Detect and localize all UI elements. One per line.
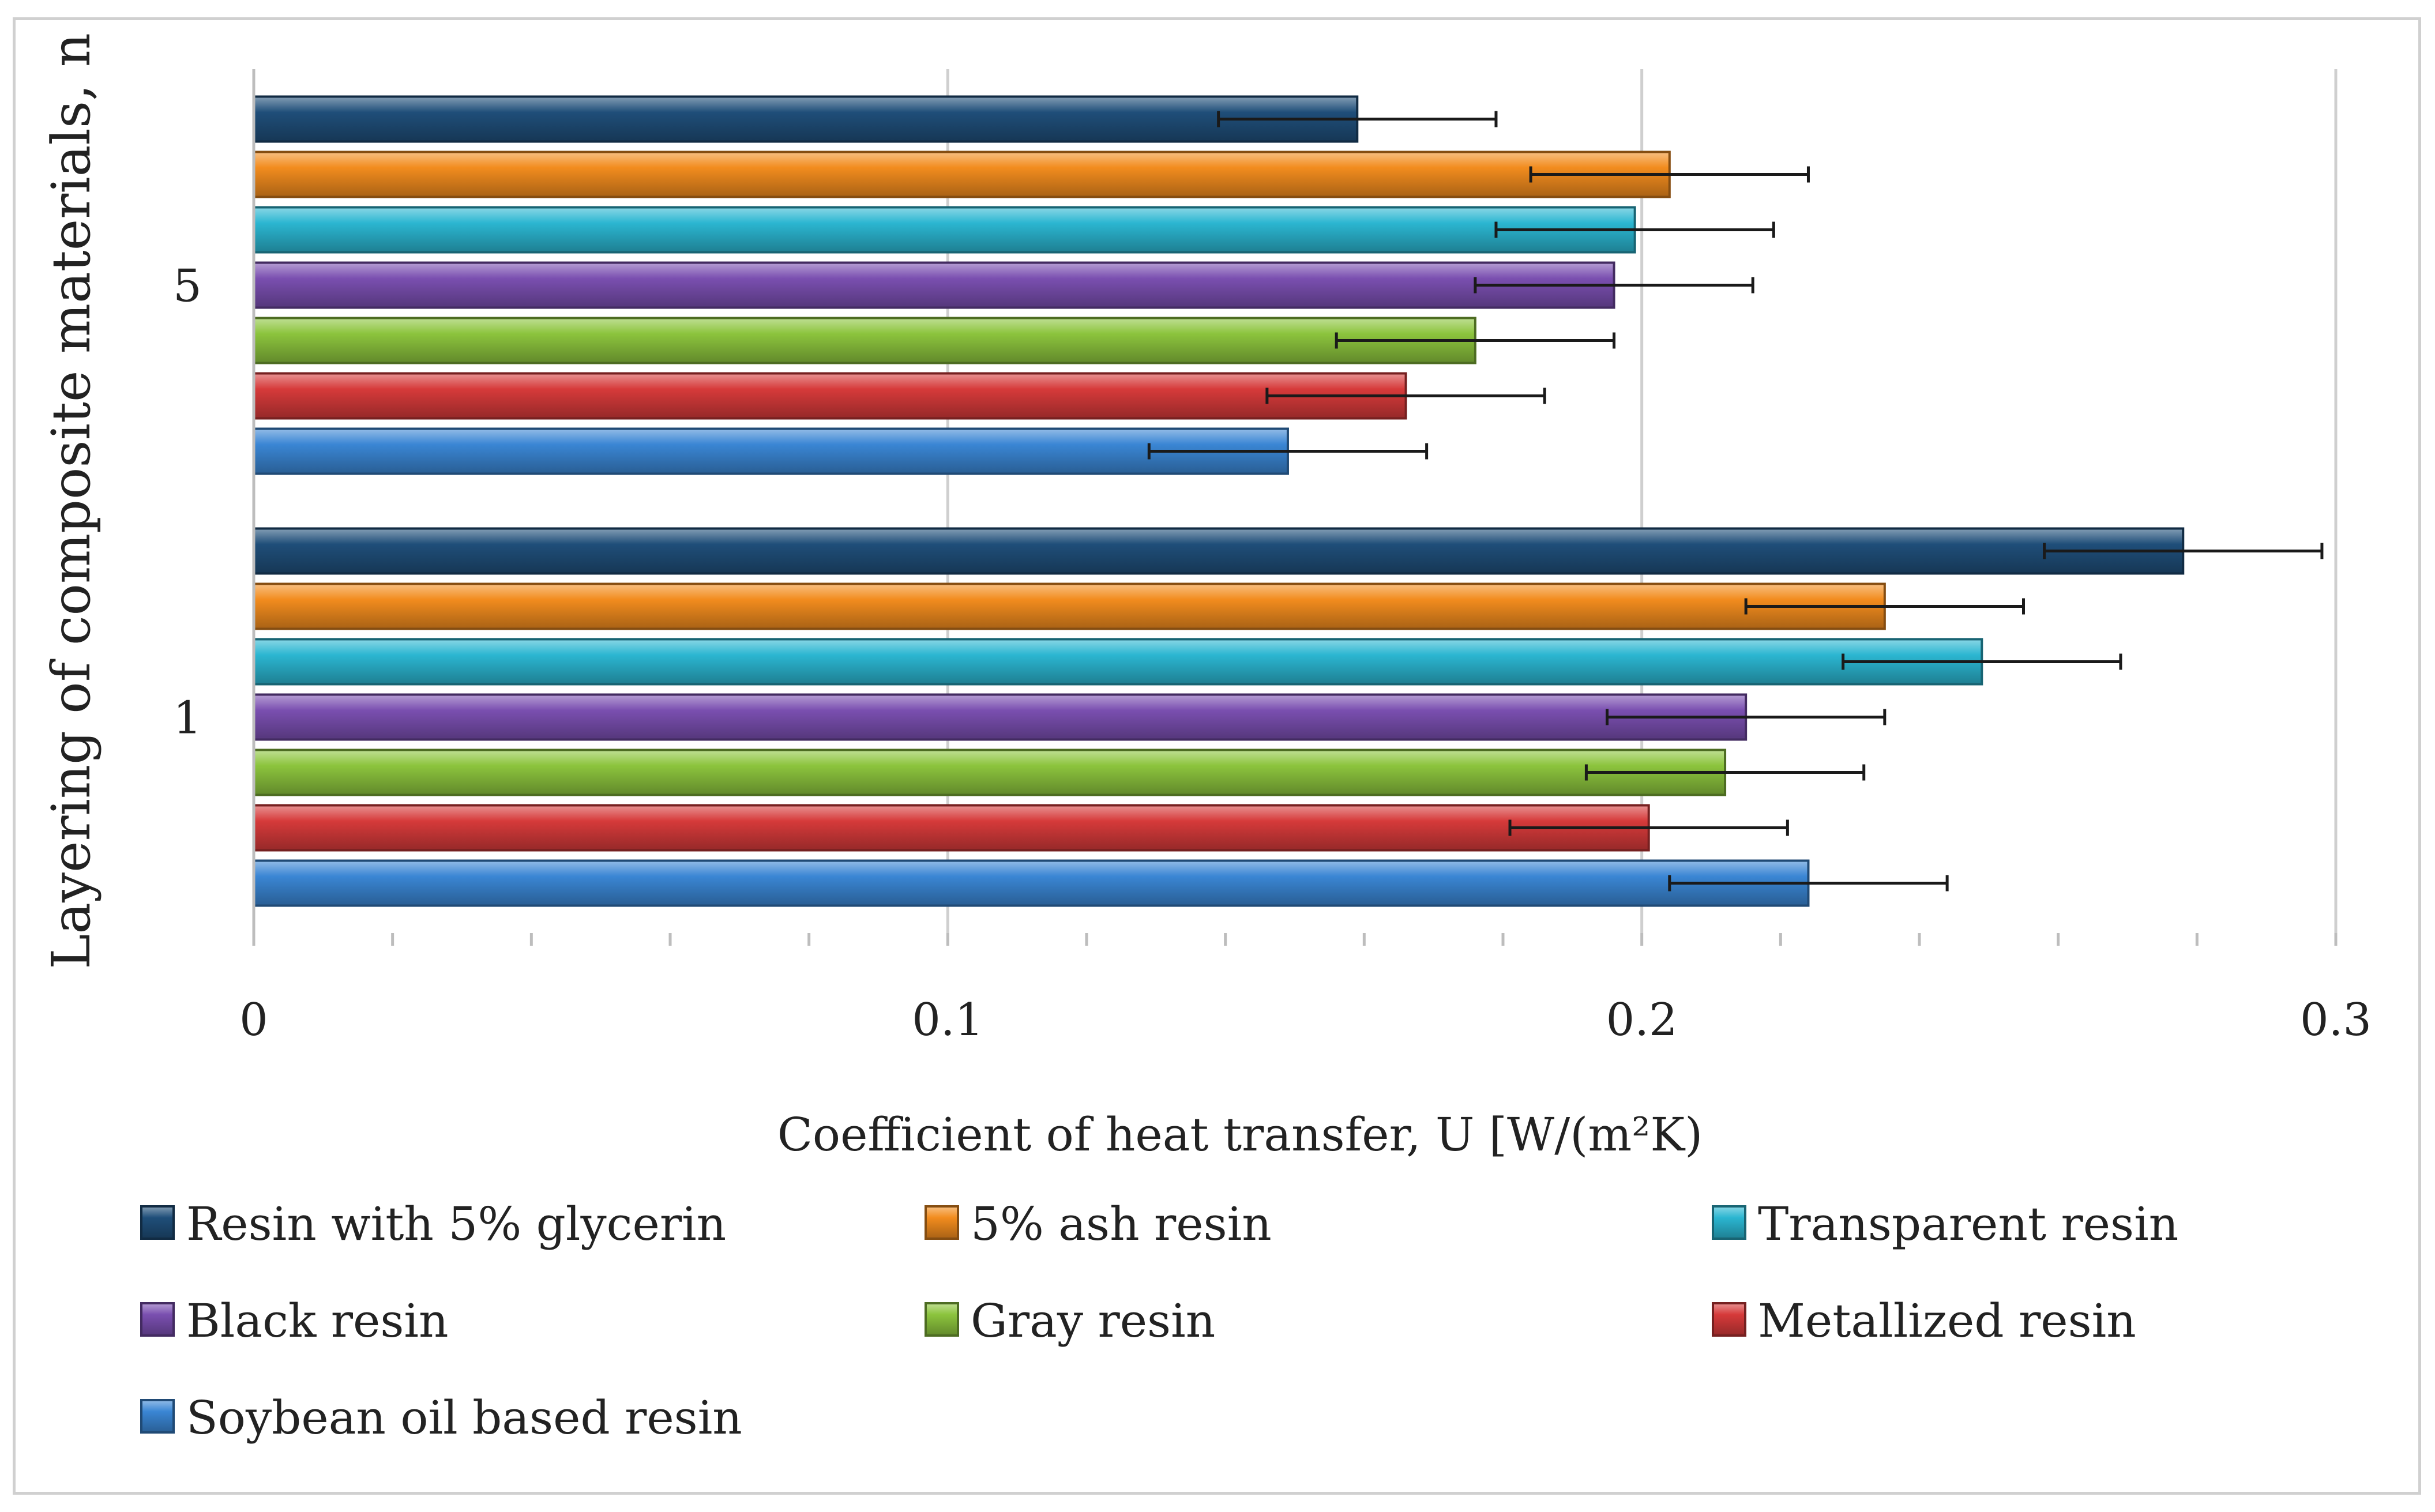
legend-label: 5% ash resin <box>971 1197 1272 1251</box>
legend-swatch <box>1712 1302 1746 1337</box>
bar <box>253 527 2185 575</box>
bar <box>253 638 1983 686</box>
x-tick-label: 0.2 <box>1606 994 1678 1046</box>
x-tick-label: 0.1 <box>912 994 983 1046</box>
legend-swatch <box>140 1399 175 1434</box>
bar <box>253 206 1636 254</box>
bar <box>253 859 1810 907</box>
y-category-label: 5 <box>173 261 202 313</box>
legend-item: 5% ash resin <box>925 1197 1272 1251</box>
bar <box>253 582 1886 630</box>
legend-swatch <box>140 1205 175 1240</box>
bar <box>253 95 1359 143</box>
bar <box>253 151 1671 198</box>
legend-item: Gray resin <box>925 1294 1215 1348</box>
bar <box>253 693 1748 741</box>
legend-label: Gray resin <box>971 1294 1215 1348</box>
legend-label: Transparent resin <box>1758 1197 2178 1251</box>
legend-swatch <box>925 1205 959 1240</box>
legend-label: Metallized resin <box>1758 1294 2136 1348</box>
y-axis-title: Layering of composite materials, n <box>40 33 102 969</box>
legend-item: Transparent resin <box>1712 1197 2178 1251</box>
bar <box>253 749 1727 796</box>
bar <box>253 372 1407 420</box>
legend-item: Resin with 5% glycerin <box>140 1197 726 1251</box>
legend-label: Soybean oil based resin <box>186 1391 742 1445</box>
bar <box>253 317 1476 364</box>
bar <box>253 261 1615 309</box>
x-tick-label: 0 <box>239 994 268 1046</box>
legend-swatch <box>140 1302 175 1337</box>
legend: Resin with 5% glycerin 5% ash resin Transp… <box>140 1197 2178 1445</box>
gridlines <box>946 69 2338 933</box>
bar <box>253 804 1650 852</box>
x-axis-title: Coefficient of heat transfer, U [W/(m²K) <box>777 1108 1703 1161</box>
legend-label: Black resin <box>186 1294 449 1348</box>
bars <box>253 95 2324 907</box>
legend-item: Soybean oil based resin <box>140 1391 742 1445</box>
axes: 0 0.1 0.2 0.3 5 1 <box>173 69 2372 1046</box>
legend-item: Black resin <box>140 1294 449 1348</box>
legend-label: Resin with 5% glycerin <box>186 1197 726 1251</box>
bar <box>253 427 1289 475</box>
y-category-label: 1 <box>173 693 202 744</box>
legend-swatch <box>1712 1205 1746 1240</box>
legend-item: Metallized resin <box>1712 1294 2136 1348</box>
legend-swatch <box>925 1302 959 1337</box>
x-tick-label: 0.3 <box>2300 994 2372 1046</box>
